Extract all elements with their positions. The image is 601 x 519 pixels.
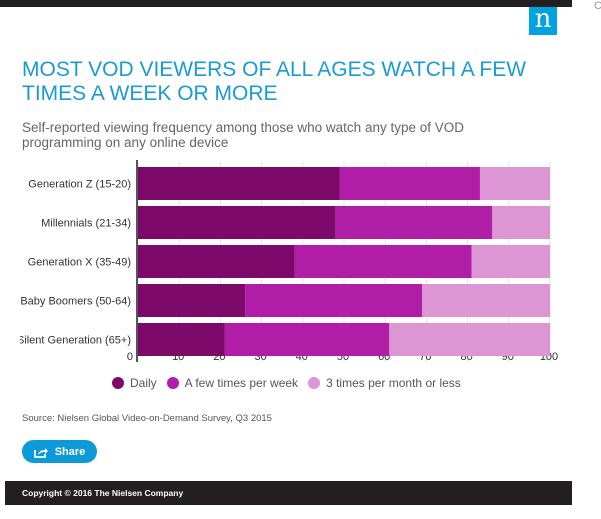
- legend-dot-icon: [308, 377, 321, 389]
- legend-item: A few times per week: [166, 376, 299, 390]
- bar-segment: [294, 245, 472, 278]
- bar-segment: [138, 245, 295, 278]
- legend-item: 3 times per month or less: [308, 376, 461, 390]
- bar-segment: [471, 245, 550, 278]
- category-label: Baby Boomers (50-64): [20, 296, 131, 308]
- bar-segment: [389, 323, 550, 356]
- category-label: Generation X (35-49): [28, 257, 131, 269]
- bar-segment: [138, 323, 225, 356]
- chart-title: MOST VOD VIEWERS OF ALL AGES WATCH A FEW…: [22, 58, 527, 105]
- bar-segment: [335, 206, 493, 239]
- legend-item: Daily: [112, 376, 157, 390]
- source-note: Source: Nielsen Global Video-on-Demand S…: [22, 413, 272, 424]
- footer: Copyright © 2016 The Nielsen Company: [5, 481, 572, 505]
- x-tick-label: 0: [127, 351, 133, 363]
- top-bar: [0, 0, 572, 7]
- share-label: Share: [54, 445, 86, 458]
- category-label: Generation Z (15-20): [28, 179, 131, 191]
- category-label: Millennials (21-34): [41, 218, 131, 230]
- chart-subtitle: Self-reported viewing frequency among th…: [22, 120, 464, 150]
- legend: Daily A few times per week 3 times per mon…: [112, 376, 461, 390]
- bar-segment: [479, 167, 550, 200]
- edge-text: C: [594, 0, 601, 12]
- category-label: Silent Generation (65+): [17, 335, 131, 347]
- bar-segment: [224, 323, 390, 356]
- legend-label: 3 times per month or less: [326, 376, 461, 390]
- legend-dot-icon: [166, 377, 179, 389]
- bar-segment: [339, 167, 480, 200]
- legend-label: Daily: [130, 376, 157, 390]
- bar-segment: [492, 206, 550, 239]
- bar-segment: [422, 284, 550, 317]
- bar-segment: [245, 284, 423, 317]
- share-icon: [33, 447, 48, 458]
- bar-segment: [138, 206, 336, 239]
- nielsen-logo: n: [529, 6, 557, 35]
- share-button[interactable]: Share: [22, 440, 97, 463]
- legend-label: A few times per week: [184, 376, 299, 390]
- bar-segment: [138, 284, 246, 317]
- bar-segment: [138, 167, 340, 200]
- legend-dot-icon: [112, 377, 124, 389]
